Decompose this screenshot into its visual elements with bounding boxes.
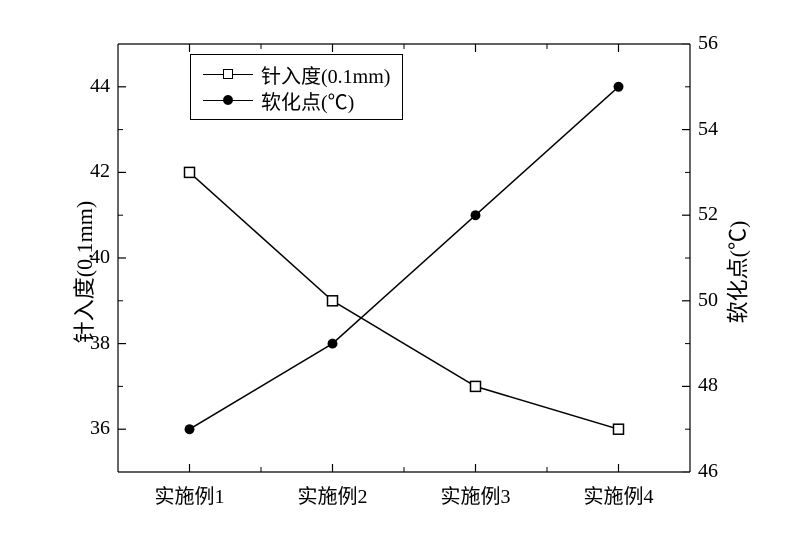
filled-circle-marker-icon [223, 95, 233, 105]
ytick-left: 44 [70, 75, 110, 98]
ytick-right: 50 [698, 289, 738, 312]
ytick-left: 36 [70, 417, 110, 440]
dual-axis-line-chart: 针入度(0.1mm) 软化点(℃) 36 38 40 42 44 46 48 50 52 54 56… [0, 0, 800, 544]
xtick-category: 实施例1 [140, 480, 240, 509]
legend-label: 针入度(0.1mm) [261, 60, 390, 89]
ytick-right: 54 [698, 118, 738, 141]
xtick-category: 实施例2 [283, 480, 383, 509]
ytick-left: 42 [70, 160, 110, 183]
legend-label: 软化点(℃) [261, 86, 354, 115]
legend-item: 软化点(℃) [203, 87, 390, 113]
legend: 针入度(0.1mm)软化点(℃) [190, 54, 403, 120]
y-axis-left-label: 针入度(0.1mm) [67, 201, 99, 343]
ytick-right: 48 [698, 374, 738, 397]
legend-line-icon [203, 64, 253, 84]
ytick-right: 52 [698, 203, 738, 226]
ytick-left: 38 [70, 332, 110, 355]
ytick-right: 56 [698, 32, 738, 55]
open-square-marker-icon [223, 69, 233, 79]
xtick-category: 实施例3 [426, 480, 526, 509]
legend-line-icon [203, 90, 253, 110]
xtick-category: 实施例4 [569, 480, 669, 509]
ytick-left: 40 [70, 246, 110, 269]
legend-item: 针入度(0.1mm) [203, 61, 390, 87]
ytick-right: 46 [698, 460, 738, 483]
